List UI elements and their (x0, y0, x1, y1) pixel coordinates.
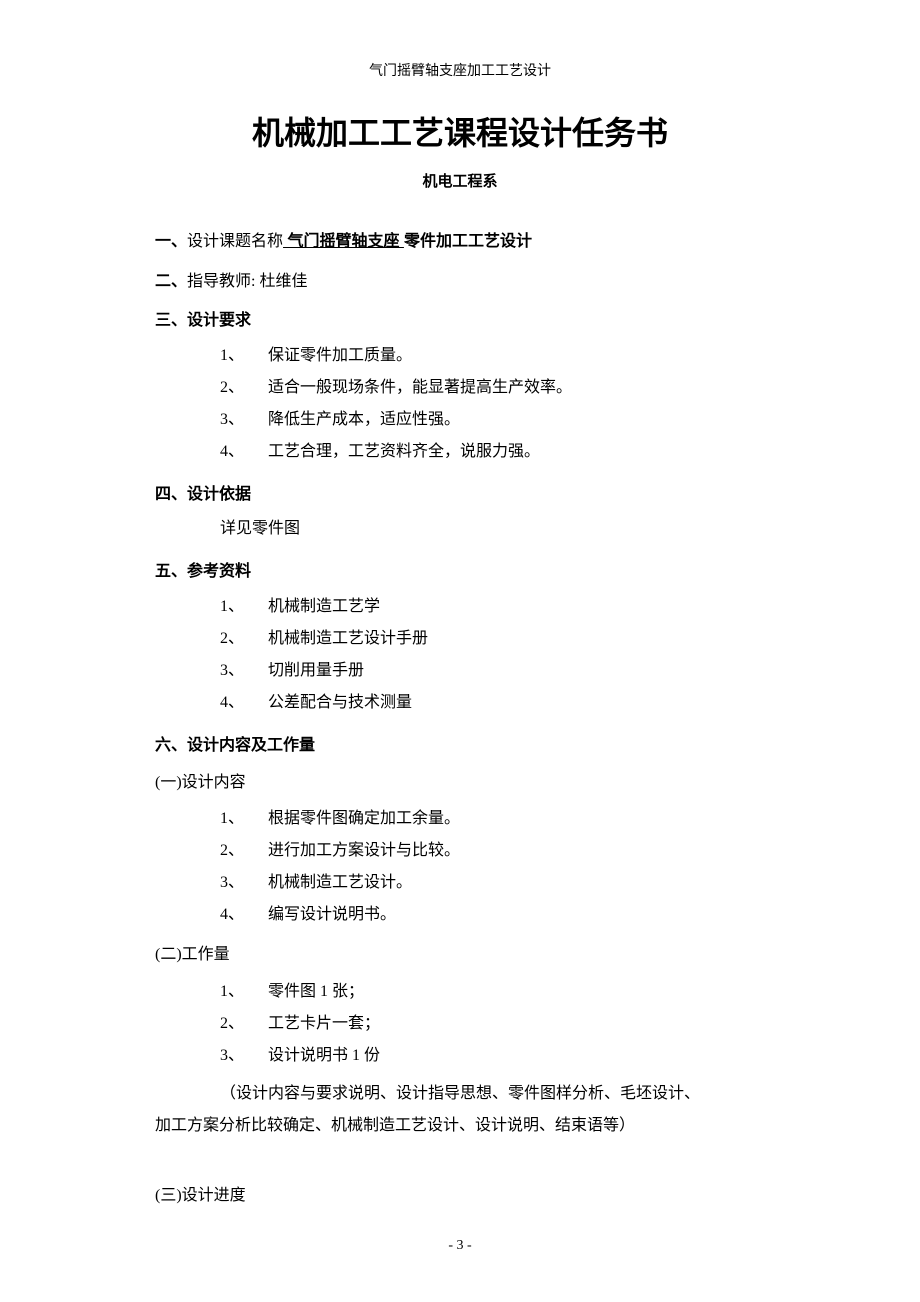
section-2-prefix: 二、 (155, 273, 187, 290)
item-text: 保证零件加工质量。 (268, 347, 412, 364)
section-1-label: 设计课题名称 (187, 233, 283, 250)
section-6-header: 六、设计内容及工作量 (155, 733, 765, 759)
section-1: 一、设计课题名称 气门摇臂轴支座 零件加工工艺设计 (155, 229, 765, 255)
section-1-prefix: 一、 (155, 233, 187, 250)
item-text: 进行加工方案设计与比较。 (268, 842, 460, 859)
section-2-name: 杜维佳 (259, 273, 307, 290)
section-6-sub2-item: 1、零件图 1 张； (220, 976, 765, 1008)
section-6-prefix: 六、 (155, 737, 187, 754)
item-num: 3、 (220, 1040, 268, 1072)
page-header: 气门摇臂轴支座加工工艺设计 (155, 60, 765, 80)
section-5-item: 4、公差配合与技术测量 (220, 687, 765, 719)
main-title: 机械加工工艺课程设计任务书 (155, 108, 765, 154)
item-text: 机械制造工艺学 (268, 598, 380, 615)
item-text: 设计说明书 1 份 (268, 1047, 380, 1064)
section-4-label: 设计依据 (187, 486, 251, 503)
section-6-sub1-item: 4、编写设计说明书。 (220, 899, 765, 931)
item-text: 根据零件图确定加工余量。 (268, 810, 460, 827)
item-num: 1、 (220, 803, 268, 835)
section-5-item: 1、机械制造工艺学 (220, 591, 765, 623)
section-6-sub1-item: 1、根据零件图确定加工余量。 (220, 803, 765, 835)
item-num: 3、 (220, 867, 268, 899)
item-num: 2、 (220, 835, 268, 867)
item-num: 4、 (220, 436, 268, 468)
document-page: 气门摇臂轴支座加工工艺设计 机械加工工艺课程设计任务书 机电工程系 一、设计课题… (0, 0, 920, 1257)
item-text: 零件图 1 张； (268, 983, 364, 1000)
section-1-suffix: 零件加工工艺设计 (404, 233, 532, 250)
section-6-sub2-item: 3、设计说明书 1 份 (220, 1040, 765, 1072)
section-3-item: 3、降低生产成本，适应性强。 (220, 404, 765, 436)
section-6-sub1-heading: (一)设计内容 (155, 769, 765, 798)
item-num: 4、 (220, 899, 268, 931)
spacer (155, 1142, 765, 1172)
item-text: 切削用量手册 (268, 662, 364, 679)
section-3-prefix: 三、 (155, 312, 187, 329)
section-6-sub2-note1: （设计内容与要求说明、设计指导思想、零件图样分析、毛坯设计、 (155, 1078, 765, 1110)
item-num: 2、 (220, 623, 268, 655)
section-5-item: 2、机械制造工艺设计手册 (220, 623, 765, 655)
item-num: 2、 (220, 1008, 268, 1040)
section-2-label: 指导教师: (187, 273, 259, 290)
section-3-label: 设计要求 (187, 312, 251, 329)
section-5-item: 3、切削用量手册 (220, 655, 765, 687)
item-num: 3、 (220, 655, 268, 687)
section-4-content: 详见零件图 (220, 513, 765, 545)
item-num: 4、 (220, 687, 268, 719)
item-text: 编写设计说明书。 (268, 906, 396, 923)
item-text: 机械制造工艺设计。 (268, 874, 412, 891)
item-num: 1、 (220, 591, 268, 623)
page-number: - 3 - (0, 1238, 920, 1254)
item-num: 1、 (220, 976, 268, 1008)
item-text: 降低生产成本，适应性强。 (268, 411, 460, 428)
section-6-sub1-item: 2、进行加工方案设计与比较。 (220, 835, 765, 867)
section-2: 二、指导教师: 杜维佳 (155, 269, 765, 295)
section-6-sub2-note2: 加工方案分析比较确定、机械制造工艺设计、设计说明、结束语等） (155, 1110, 765, 1142)
section-3-item: 1、保证零件加工质量。 (220, 340, 765, 372)
section-6-sub2-item: 2、工艺卡片一套； (220, 1008, 765, 1040)
section-3-item: 2、适合一般现场条件，能显著提高生产效率。 (220, 372, 765, 404)
item-num: 3、 (220, 404, 268, 436)
item-text: 适合一般现场条件，能显著提高生产效率。 (268, 379, 572, 396)
section-6-sub3-heading: (三)设计进度 (155, 1182, 765, 1211)
section-3-header: 三、设计要求 (155, 308, 765, 334)
subtitle: 机电工程系 (155, 170, 765, 191)
section-4-header: 四、设计依据 (155, 482, 765, 508)
item-text: 公差配合与技术测量 (268, 694, 412, 711)
section-1-underlined: 气门摇臂轴支座 (283, 233, 404, 250)
item-text: 机械制造工艺设计手册 (268, 630, 428, 647)
item-num: 1、 (220, 340, 268, 372)
section-6-sub2-heading: (二)工作量 (155, 941, 765, 970)
section-4-prefix: 四、 (155, 486, 187, 503)
item-text: 工艺合理，工艺资料齐全，说服力强。 (268, 443, 540, 460)
item-text: 工艺卡片一套； (268, 1015, 380, 1032)
section-6-sub1-item: 3、机械制造工艺设计。 (220, 867, 765, 899)
section-5-label: 参考资料 (187, 563, 251, 580)
section-5-prefix: 五、 (155, 563, 187, 580)
item-num: 2、 (220, 372, 268, 404)
section-5-header: 五、参考资料 (155, 559, 765, 585)
section-3-item: 4、工艺合理，工艺资料齐全，说服力强。 (220, 436, 765, 468)
section-6-label: 设计内容及工作量 (187, 737, 315, 754)
